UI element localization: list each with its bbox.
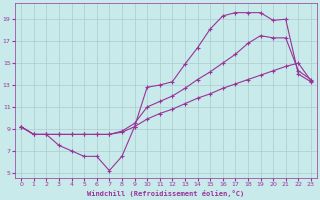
X-axis label: Windchill (Refroidissement éolien,°C): Windchill (Refroidissement éolien,°C) xyxy=(87,190,245,197)
